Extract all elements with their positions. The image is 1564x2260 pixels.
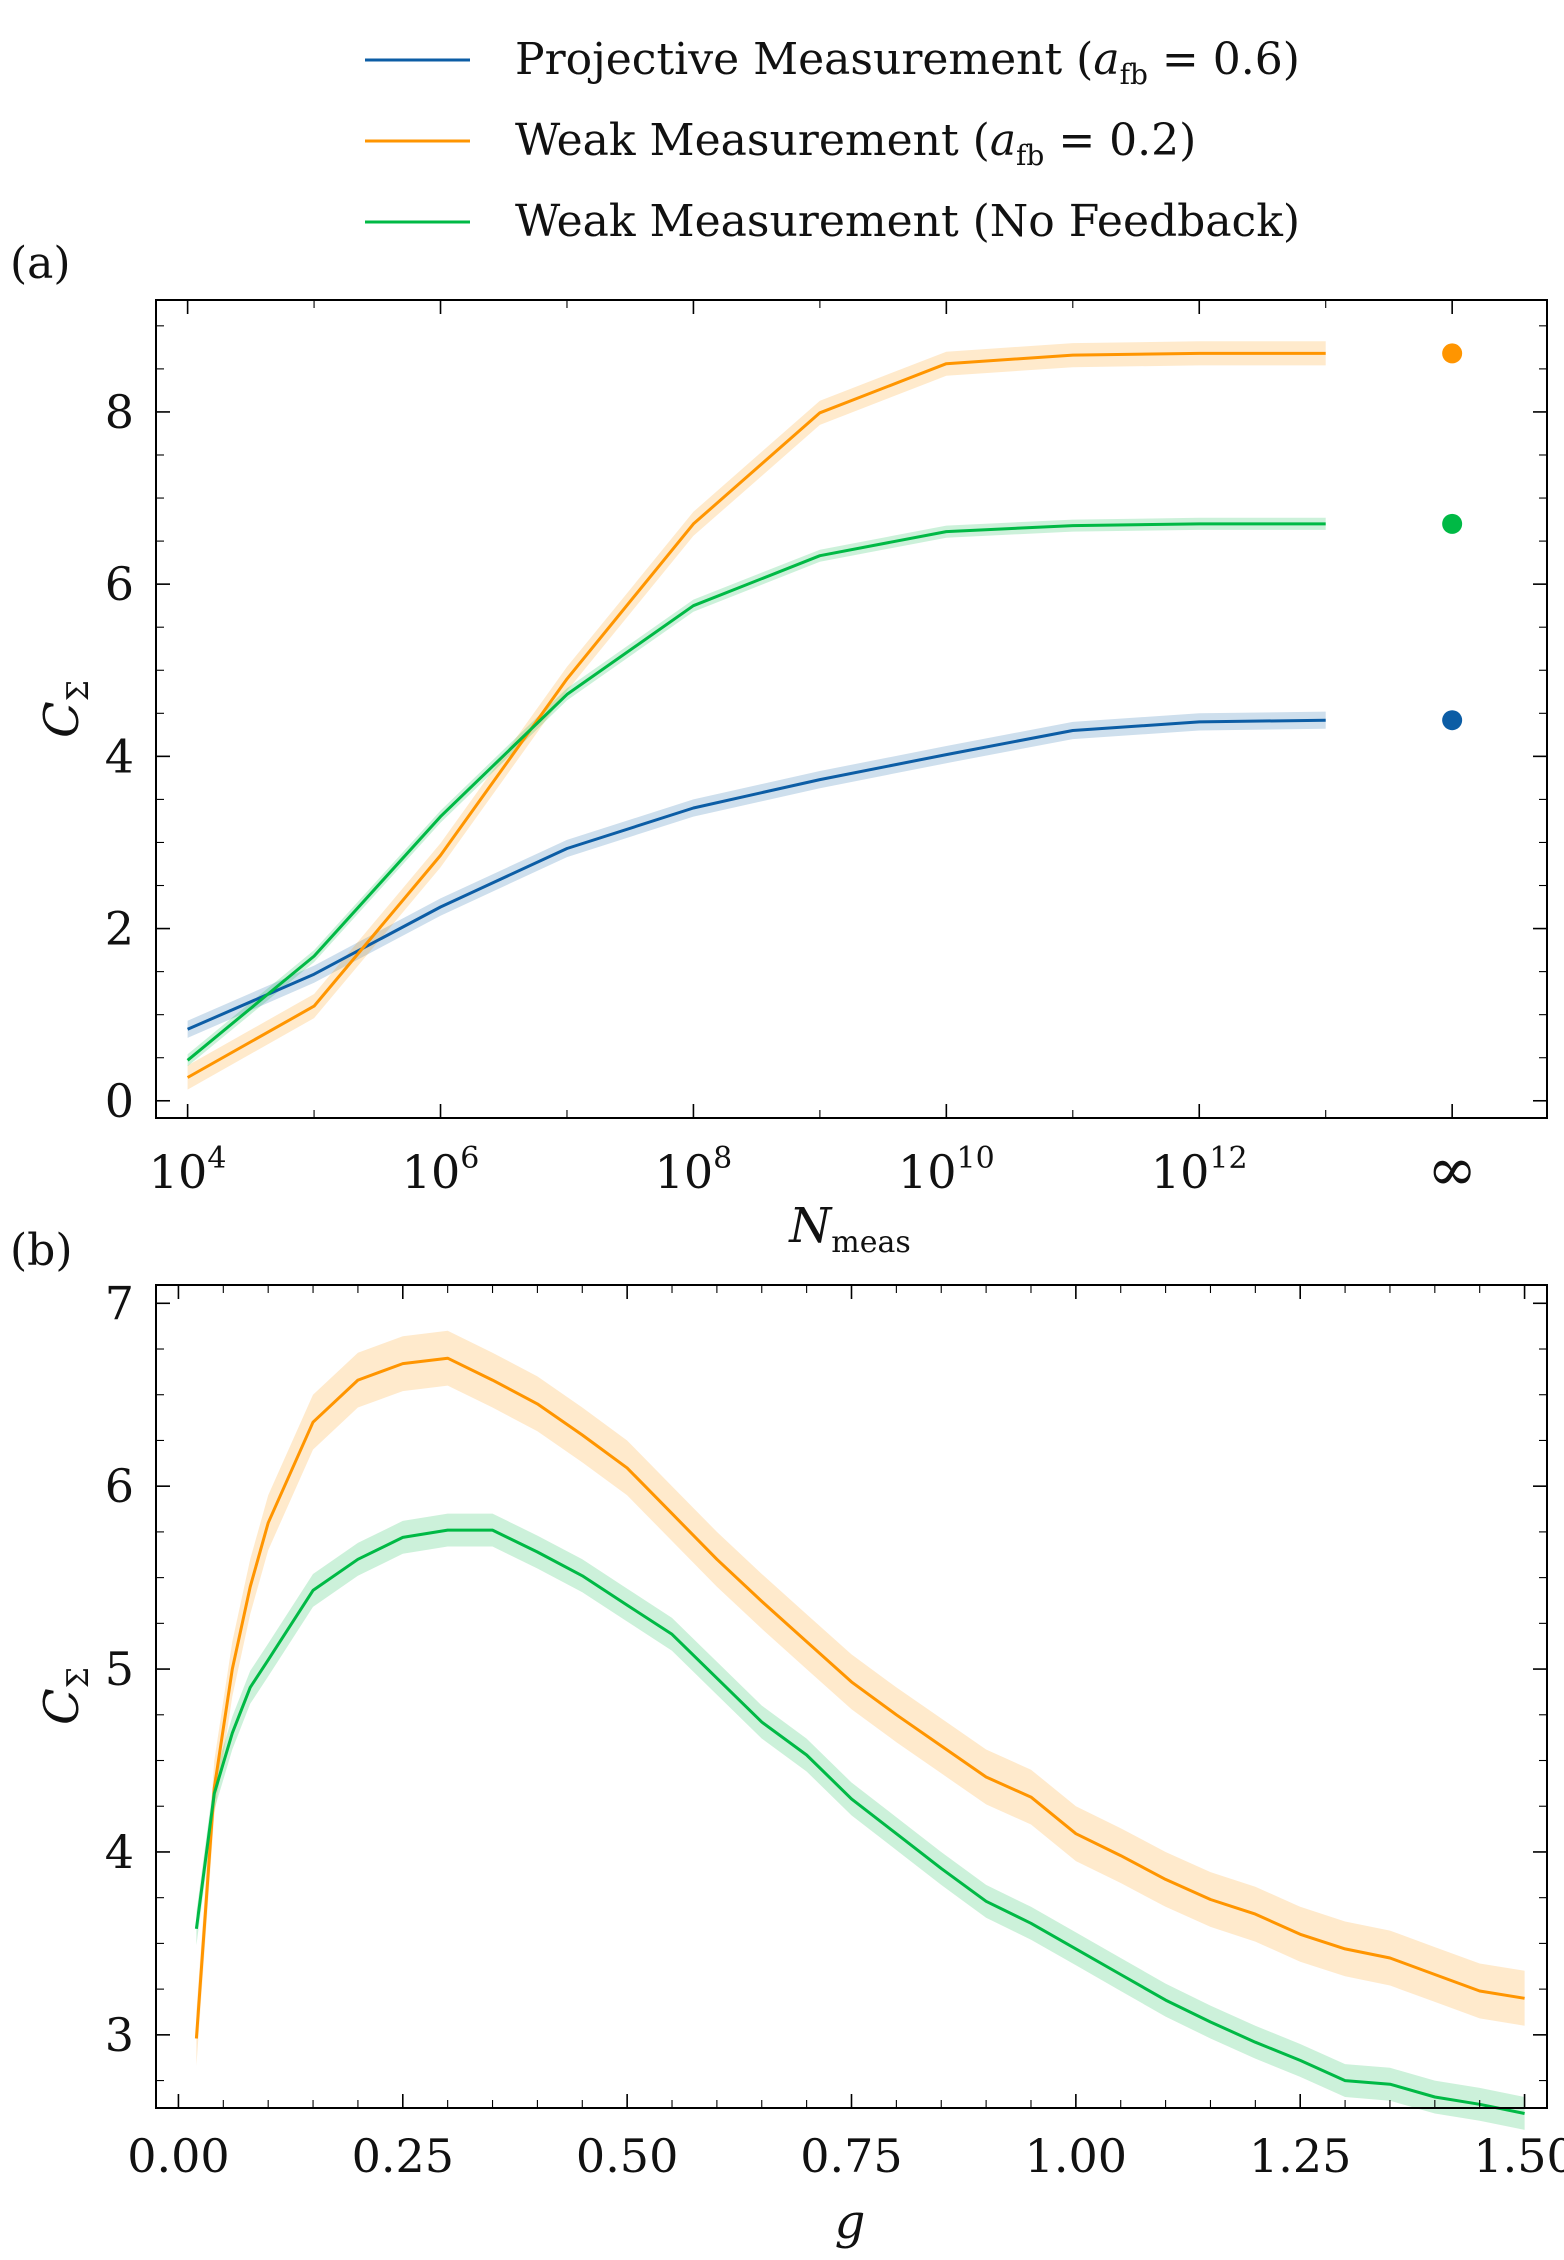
panel-a-frame [155, 299, 1548, 1119]
x-tick-label: 1.25 [1249, 2129, 1351, 2183]
panel-b-tick-labels: 0.00 0.25 0.50 0.75 1.00 1.25 1.50 3 4 5 6 7 [105, 1276, 1564, 2183]
panel-b-frame [155, 1284, 1548, 2109]
y-tick-label: 3 [105, 2008, 134, 2062]
y-tick-label: 6 [105, 557, 134, 611]
legend-entry-projective: Projective Measurement (afb = 0.6) [365, 34, 1300, 91]
x-tick-label: 106 [402, 1141, 480, 1199]
legend: Projective Measurement (afb = 0.6) Weak … [365, 34, 1300, 247]
y-tick-label: 8 [105, 385, 134, 439]
y-tick-label: 4 [105, 729, 134, 783]
line-a-weak-measurement-no-feedback [186, 522, 1326, 1062]
y-tick-label: 5 [105, 1642, 134, 1696]
x-tick-label: 104 [149, 1141, 227, 1199]
panel-b-lines [194, 1356, 1525, 2115]
panel-a: 104 106 108 1010 1012 ∞ 0 2 4 6 8 CΣ Nmeas [34, 299, 1548, 1260]
y-tick-label: 7 [105, 1276, 134, 1330]
band-a-projective-measurement-a-fb-0-6 [187, 711, 1326, 1038]
infinity-point-projective-measurement-a-fb-0-6 [1442, 710, 1463, 731]
line-a-weak-measurement-a-fb-0-2 [186, 351, 1326, 1079]
panel-label-a: (a) [10, 238, 71, 289]
legend-label-weak-feedback: Weak Measurement (afb = 0.2) [515, 115, 1196, 172]
panel-a-y-axis-label: CΣ [34, 680, 96, 738]
x-tick-label: 0.00 [127, 2129, 229, 2183]
y-tick-label: 4 [105, 1825, 134, 1879]
infinity-point-weak-measurement-a-fb-0-2 [1442, 343, 1463, 364]
panel-b-ticks [156, 1285, 1547, 2108]
band-b-weak-measurement-no-feedback [196, 1513, 1525, 2130]
x-infinity-label: ∞ [1427, 1135, 1477, 1205]
panel-a-ticks [156, 300, 1547, 1118]
y-tick-label: 6 [105, 1459, 134, 1513]
panel-b-x-axis-label: g [835, 2194, 866, 2250]
infinity-point-weak-measurement-no-feedback [1442, 513, 1463, 534]
panel-a-bands [187, 341, 1326, 1090]
panel-a-x-axis-label: Nmeas [788, 1198, 910, 1260]
x-tick-label: 0.50 [576, 2129, 678, 2183]
line-b-weak-measurement-a-fb-0-2 [194, 1356, 1525, 2039]
legend-label-projective: Projective Measurement (afb = 0.6) [515, 34, 1300, 91]
x-tick-label: 1.50 [1473, 2129, 1564, 2183]
x-tick-label: 1010 [898, 1141, 995, 1199]
panel-b-bands [196, 1330, 1525, 2130]
legend-entry-weak-feedback: Weak Measurement (afb = 0.2) [365, 115, 1196, 172]
line-b-weak-measurement-no-feedback [194, 1528, 1525, 2115]
legend-label-weak-no-feedback: Weak Measurement (No Feedback) [515, 196, 1300, 247]
panel-b: 0.00 0.25 0.50 0.75 1.00 1.25 1.50 3 4 5 6 7 CΣ g [34, 1276, 1564, 2250]
band-a-weak-measurement-a-fb-0-2 [187, 341, 1326, 1090]
y-tick-label: 2 [105, 902, 134, 956]
panel-a-infinity-points [1442, 343, 1463, 731]
x-tick-label: 1.00 [1025, 2129, 1127, 2183]
x-tick-label: 0.75 [800, 2129, 902, 2183]
y-tick-label: 0 [105, 1074, 134, 1128]
x-tick-label: 108 [655, 1141, 733, 1199]
panel-a-lines [186, 351, 1326, 1079]
x-tick-label: 0.25 [352, 2129, 454, 2183]
x-tick-label: 1012 [1151, 1141, 1248, 1199]
panel-b-y-axis-label: CΣ [34, 1667, 96, 1725]
band-b-weak-measurement-a-fb-0-2 [196, 1330, 1525, 2066]
panel-label-b: (b) [10, 1225, 73, 1276]
legend-entry-weak-no-feedback: Weak Measurement (No Feedback) [365, 196, 1300, 247]
line-a-projective-measurement-a-fb-0-6 [187, 718, 1326, 1031]
panel-a-tick-labels: 104 106 108 1010 1012 ∞ 0 2 4 6 8 [105, 385, 1477, 1205]
